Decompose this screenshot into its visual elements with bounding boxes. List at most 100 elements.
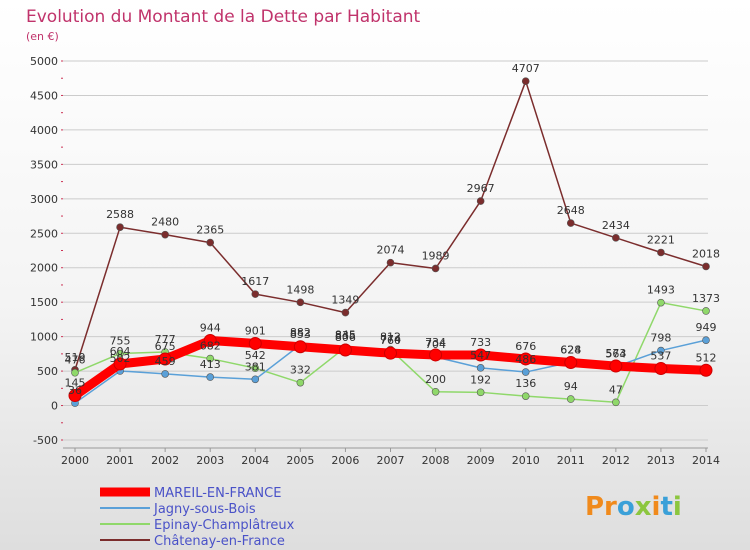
data-label: 2074 bbox=[377, 244, 405, 257]
data-point bbox=[566, 219, 575, 227]
legend: MAREIL-EN-FRANCEJagny-sous-BoisEpinay-Ch… bbox=[100, 486, 295, 549]
data-point bbox=[657, 298, 665, 307]
data-label: 704 bbox=[425, 338, 446, 351]
data-label: 949 bbox=[696, 321, 717, 334]
data-label: 502 bbox=[110, 352, 131, 365]
data-point bbox=[702, 336, 710, 344]
data-label: 2588 bbox=[106, 208, 134, 221]
data-point bbox=[386, 258, 395, 267]
data-label: 944 bbox=[200, 321, 221, 334]
data-label: 845 bbox=[335, 328, 356, 341]
data-point bbox=[384, 346, 397, 360]
data-label: 682 bbox=[200, 340, 221, 353]
data-label: 624 bbox=[560, 344, 581, 357]
data-point bbox=[338, 343, 352, 357]
data-label: 459 bbox=[155, 355, 176, 368]
data-point bbox=[612, 234, 620, 242]
data-label: 332 bbox=[290, 364, 311, 377]
data-point bbox=[657, 248, 665, 257]
data-point bbox=[293, 340, 307, 354]
data-label: 853 bbox=[290, 328, 311, 341]
data-label: 835 bbox=[335, 329, 356, 342]
x-tick-label: 2012 bbox=[602, 454, 630, 467]
chart-title: Evolution du Montant de la Dette par Hab… bbox=[26, 7, 421, 27]
y-tick-label: 4000 bbox=[30, 124, 58, 137]
x-tick-label: 2008 bbox=[422, 454, 450, 467]
data-label: 1493 bbox=[647, 284, 675, 297]
data-point bbox=[566, 395, 575, 403]
data-label: 2480 bbox=[151, 216, 179, 229]
data-point bbox=[519, 352, 533, 366]
data-label: 1349 bbox=[331, 294, 359, 307]
data-point bbox=[206, 354, 215, 363]
data-point bbox=[564, 356, 578, 370]
data-label: 734 bbox=[425, 336, 446, 349]
data-label: 2018 bbox=[692, 247, 720, 260]
data-point bbox=[476, 388, 485, 397]
x-tick-label: 2004 bbox=[241, 454, 269, 467]
y-tick-label: 2500 bbox=[30, 227, 58, 240]
data-label: 812 bbox=[380, 331, 401, 344]
data-point bbox=[251, 364, 260, 372]
data-label: 486 bbox=[515, 353, 536, 366]
x-tick-label: 2006 bbox=[331, 454, 359, 467]
data-point bbox=[476, 364, 485, 372]
y-tick-label: 4500 bbox=[30, 89, 58, 102]
x-tick-label: 2010 bbox=[512, 454, 540, 467]
y-tick-label: 3500 bbox=[30, 158, 58, 171]
data-point bbox=[702, 307, 710, 315]
data-point bbox=[654, 362, 668, 376]
x-tick-label: 2013 bbox=[647, 454, 675, 467]
y-tick-label: -500 bbox=[33, 434, 58, 447]
data-label: 519 bbox=[65, 351, 86, 364]
x-tick-label: 2005 bbox=[286, 454, 314, 467]
data-label: 476 bbox=[65, 354, 86, 367]
data-point bbox=[113, 357, 127, 371]
y-tick-label: 3000 bbox=[30, 193, 58, 206]
data-label: 381 bbox=[245, 360, 266, 373]
data-point bbox=[657, 346, 665, 355]
data-point bbox=[116, 349, 124, 358]
data-label: 94 bbox=[564, 380, 578, 393]
data-point bbox=[521, 368, 530, 376]
data-label: 1989 bbox=[422, 249, 450, 262]
data-point bbox=[474, 348, 488, 362]
data-label: 806 bbox=[335, 331, 356, 344]
data-label: 512 bbox=[696, 351, 717, 364]
data-label: 145 bbox=[65, 377, 86, 390]
y-tick-label: 1500 bbox=[30, 296, 58, 309]
data-label: 676 bbox=[515, 340, 536, 353]
data-point bbox=[431, 387, 440, 396]
y-tick-label: 1000 bbox=[30, 331, 58, 344]
data-label: 537 bbox=[650, 350, 671, 363]
x-tick-label: 2001 bbox=[106, 454, 134, 467]
data-point bbox=[203, 333, 217, 347]
data-label: 2221 bbox=[647, 233, 675, 246]
data-point bbox=[116, 223, 124, 232]
x-tick-label: 2011 bbox=[557, 454, 585, 467]
x-tick-label: 2000 bbox=[61, 454, 89, 467]
data-point bbox=[341, 308, 350, 317]
x-tick-label: 2002 bbox=[151, 454, 179, 467]
series-lines bbox=[68, 77, 713, 407]
data-label: 192 bbox=[470, 373, 491, 386]
data-label: 2648 bbox=[557, 204, 585, 217]
data-label: 564 bbox=[605, 348, 626, 361]
data-label: 1498 bbox=[286, 283, 314, 296]
y-tick-label: 500 bbox=[37, 365, 58, 378]
data-point bbox=[699, 363, 713, 377]
data-label: 774 bbox=[380, 333, 401, 346]
data-label: 733 bbox=[470, 336, 491, 349]
data-label: 760 bbox=[380, 334, 401, 347]
axes: -500 0 500 1000 1500 2000 2500 3000 3500 4000 4500… bbox=[30, 55, 720, 467]
data-point bbox=[206, 373, 215, 381]
legend-label: Jagny-sous-Bois bbox=[153, 502, 256, 517]
data-point bbox=[296, 378, 305, 387]
data-label: 2967 bbox=[467, 182, 495, 195]
legend-label: MAREIL-EN-FRANCE bbox=[154, 486, 281, 501]
data-label: 573 bbox=[605, 347, 626, 360]
data-label: 4707 bbox=[512, 62, 540, 75]
data-label: 47 bbox=[609, 383, 623, 396]
